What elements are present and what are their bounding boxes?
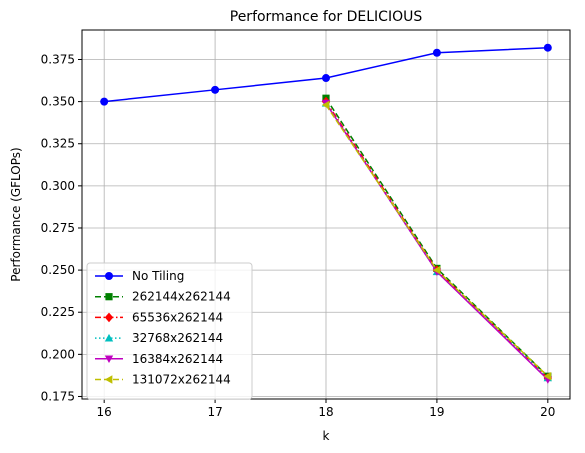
data-point: [543, 43, 552, 52]
y-tick-label: 0.175: [41, 389, 75, 403]
y-tick-label: 0.300: [41, 179, 75, 193]
y-tick-label: 0.275: [41, 221, 75, 235]
x-tick-label: 16: [97, 405, 112, 419]
legend-label: 65536x262144: [132, 310, 223, 324]
y-tick-label: 0.350: [41, 95, 75, 109]
legend-label: 16384x262144: [132, 352, 223, 366]
legend-marker: [105, 272, 113, 280]
data-point: [100, 97, 109, 106]
data-point: [321, 100, 330, 110]
legend-label: 131072x262144: [132, 373, 231, 387]
data-point: [543, 372, 552, 381]
x-tick-label: 18: [318, 405, 333, 419]
data-point: [432, 265, 441, 275]
x-axis-label: k: [323, 429, 330, 443]
legend-marker: [104, 355, 114, 363]
legend-label: 262144x262144: [132, 290, 231, 304]
legend-marker: [105, 293, 113, 301]
y-tick-label: 0.325: [41, 137, 75, 151]
y-axis-label: Performance (GFLOPs): [9, 147, 23, 281]
data-point: [432, 48, 441, 57]
legend-box: [86, 262, 253, 400]
y-tick-label: 0.250: [41, 263, 75, 277]
x-tick-label: 20: [540, 405, 555, 419]
legend-marker: [104, 312, 114, 323]
x-tick-label: 19: [429, 405, 444, 419]
legend-marker: [104, 333, 114, 342]
series-0: [100, 43, 552, 106]
legend: No Tiling 262144x262144 65536x262144 32768x…: [86, 262, 253, 400]
legend-marker: [104, 375, 113, 384]
x-tick-label: 17: [207, 405, 222, 419]
y-tick-label: 0.375: [41, 52, 75, 66]
legend-label: 32768x262144: [132, 331, 223, 345]
legend-label: No Tiling: [132, 269, 184, 283]
y-tick-label: 0.200: [41, 347, 75, 361]
data-point: [322, 74, 330, 83]
series-line: [325, 102, 549, 379]
series-5: [321, 100, 552, 381]
series-group: [100, 43, 553, 384]
data-point: [211, 85, 220, 94]
ticks: 16 17 18 19 20 0.175 0.200 0.225 0.250 0.275 0.300…: [41, 52, 556, 419]
chart-title: Performance for DELICIOUS: [230, 9, 423, 25]
y-tick-label: 0.225: [41, 305, 75, 319]
